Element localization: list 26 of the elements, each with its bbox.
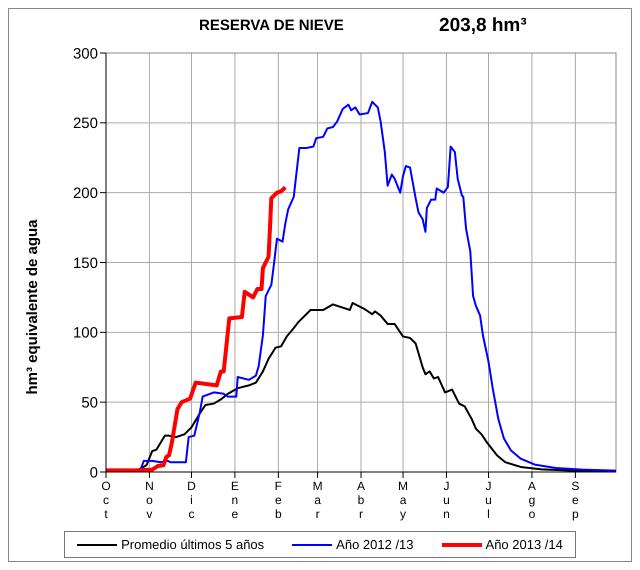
legend-label: Año 2013 /14 <box>486 537 563 552</box>
y-tick-label: 250 <box>72 115 98 132</box>
legend-label: Año 2012 /13 <box>336 537 414 552</box>
y-tick-label: 300 <box>72 45 98 62</box>
x-tick-label: Dic <box>187 479 196 521</box>
y-tick-label: 0 <box>90 464 98 482</box>
x-tick-label: Abr <box>356 479 366 521</box>
x-tick-label: Ene <box>230 479 239 521</box>
y-axis-title: hm³ equivalente de agua <box>24 218 41 395</box>
x-tick-label: Ago <box>528 479 536 521</box>
x-tick-label: May <box>398 479 408 521</box>
x-tick-label: Jun <box>443 479 450 521</box>
x-tick-label: Mar <box>312 479 323 521</box>
y-tick-label: 100 <box>72 324 98 342</box>
x-tick-label: Sep <box>571 479 580 521</box>
y-tick-label: 200 <box>72 184 98 202</box>
x-tick-label: Oct <box>101 479 111 521</box>
y-tick-label: 150 <box>72 254 98 272</box>
line-series <box>106 185 288 472</box>
x-tick-label: Jul <box>485 479 492 521</box>
x-tick-label: Nov <box>145 479 154 521</box>
legend-label: Promedio últimos 5 años <box>121 537 264 552</box>
chart-subtitle: 203,8 hm³ <box>439 15 527 37</box>
chart-title: RESERVA DE NIEVE <box>199 17 344 34</box>
y-tick-label: 50 <box>81 394 98 412</box>
x-tick-label: Feb <box>274 479 282 521</box>
